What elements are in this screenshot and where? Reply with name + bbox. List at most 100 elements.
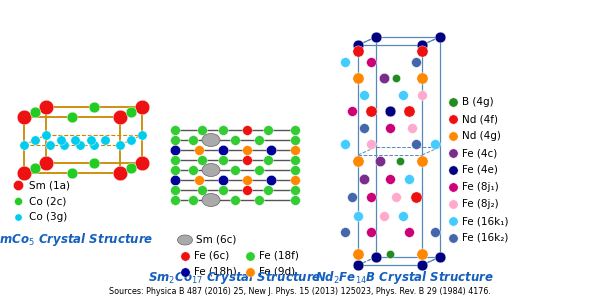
Point [67, 115, 77, 119]
Point [448, 117, 458, 122]
Text: Fe (16k₁): Fe (16k₁) [462, 216, 509, 226]
Point [366, 109, 376, 113]
Point [290, 148, 300, 152]
Point [126, 110, 136, 114]
Point [75, 142, 85, 147]
Text: Fe (18f): Fe (18f) [259, 251, 299, 261]
Point [230, 138, 240, 142]
Point [170, 188, 180, 192]
Point [266, 148, 276, 152]
Point [254, 198, 264, 203]
Point [56, 138, 66, 142]
Text: Sm (1a): Sm (1a) [29, 180, 70, 190]
Point [395, 158, 404, 163]
Point [340, 230, 350, 234]
Point [417, 92, 427, 97]
Text: Sm (6c): Sm (6c) [196, 235, 236, 245]
Text: Nd (4g): Nd (4g) [462, 131, 501, 141]
Point [417, 262, 427, 267]
Ellipse shape [202, 164, 220, 176]
Point [194, 148, 204, 152]
Point [290, 128, 300, 132]
Point [242, 188, 252, 192]
Point [100, 138, 110, 142]
Point [188, 168, 198, 172]
Point [430, 230, 440, 234]
Point [353, 252, 363, 256]
Point [254, 168, 264, 172]
Point [417, 252, 427, 256]
Point [245, 270, 255, 274]
Ellipse shape [202, 194, 220, 206]
Point [41, 105, 51, 110]
Point [417, 76, 427, 80]
Point [194, 178, 204, 182]
Point [417, 43, 427, 47]
Point [448, 100, 458, 104]
Point [263, 158, 273, 162]
Point [340, 59, 350, 64]
Point [197, 128, 207, 132]
Point [417, 48, 427, 53]
Point [218, 158, 228, 162]
Point [371, 34, 381, 39]
Point [19, 142, 29, 147]
Point [347, 109, 356, 113]
Point [263, 188, 273, 192]
Point [170, 128, 180, 132]
Point [411, 142, 421, 146]
Text: Nd (4f): Nd (4f) [462, 114, 498, 124]
Point [254, 138, 264, 142]
Point [290, 158, 300, 162]
Point [67, 171, 77, 176]
Point [290, 168, 300, 172]
Point [398, 92, 407, 97]
Point [366, 230, 376, 234]
Point [41, 133, 51, 137]
Text: B (4g): B (4g) [462, 97, 494, 107]
Point [385, 109, 395, 113]
Point [290, 138, 300, 142]
Text: Fe (8j₁): Fe (8j₁) [462, 182, 499, 192]
Point [366, 59, 376, 64]
Point [13, 214, 23, 219]
Point [41, 160, 51, 165]
Point [448, 202, 458, 206]
Point [137, 133, 147, 137]
Point [435, 34, 445, 39]
Point [448, 184, 458, 189]
Point [137, 105, 147, 110]
Text: Fe (18h): Fe (18h) [194, 267, 237, 277]
Point [242, 178, 252, 182]
Point [448, 219, 458, 224]
Point [30, 138, 40, 142]
Point [359, 92, 369, 97]
Point [371, 255, 381, 260]
Point [448, 236, 458, 240]
Point [180, 270, 190, 274]
Point [404, 230, 414, 234]
Point [126, 166, 136, 170]
Point [263, 128, 273, 132]
Point [242, 158, 252, 162]
Point [448, 168, 458, 172]
Point [170, 178, 180, 182]
Point [430, 142, 440, 146]
Point [19, 115, 29, 119]
Point [170, 168, 180, 172]
Point [218, 148, 228, 152]
Text: SmCo$_5$ Crystal Structure: SmCo$_5$ Crystal Structure [0, 230, 153, 248]
Text: Co (3g): Co (3g) [29, 212, 67, 222]
Point [19, 171, 29, 176]
Point [366, 194, 376, 199]
Text: Fe (4e): Fe (4e) [462, 165, 498, 175]
Point [170, 158, 180, 162]
Point [340, 142, 350, 146]
Point [398, 213, 407, 218]
Point [188, 138, 198, 142]
Point [353, 76, 363, 80]
Point [379, 213, 388, 218]
Point [290, 188, 300, 192]
Text: Sources: Physica B 487 (2016) 25, New J. Phys. 15 (2013) 125023, Phys. Rev. B 29: Sources: Physica B 487 (2016) 25, New J.… [109, 287, 491, 296]
Point [385, 252, 395, 256]
